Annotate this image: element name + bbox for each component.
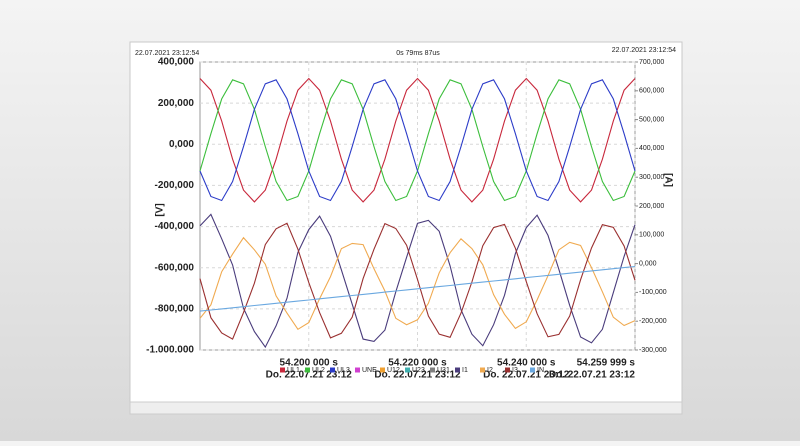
series-line — [199, 265, 636, 312]
y-tick-label: -800,000 — [155, 303, 195, 314]
legend-swatch — [530, 367, 535, 373]
x-tick-sublabel: Do. 22.07.21 23:12 — [266, 370, 353, 381]
series-line — [199, 236, 636, 331]
legend-label: UL1 — [287, 367, 300, 374]
y-tick-label: 0,000 — [169, 139, 194, 150]
y-tick-label: -1.000.000 — [146, 345, 194, 356]
legend-swatch — [380, 367, 385, 373]
y-tick-label: 200,000 — [158, 98, 195, 109]
header-right: 22.07.2021 23:12:54 — [612, 47, 676, 54]
x-tick-sublabel: Do. 22.07.21 23:12 — [374, 370, 461, 381]
legend-label: I2 — [487, 367, 493, 374]
legend-swatch — [305, 367, 310, 373]
legend-label: I1 — [462, 367, 468, 374]
y-tick-label: -400,000 — [155, 221, 195, 232]
series-line — [199, 79, 636, 202]
header-left: 22.07.2021 23:12:54 — [135, 50, 199, 57]
y2-tick-label: -200,000 — [639, 318, 667, 325]
series-line — [199, 222, 636, 340]
x-tick-label: 54.240 000 s — [497, 358, 556, 369]
x-tick-label: 54.259 999 s — [577, 358, 636, 369]
y2-tick-label: 200,000 — [639, 203, 664, 210]
y-tick-label: -600,000 — [155, 262, 195, 273]
legend-label: U23 — [412, 367, 425, 374]
y2-tick-label: 100,000 — [639, 232, 664, 239]
legend-swatch — [280, 367, 285, 373]
legend-label: UNE — [362, 367, 377, 374]
y-tick-label: 400,000 — [158, 57, 195, 68]
legend-swatch — [330, 367, 335, 373]
y2-axis-label: [A] — [662, 173, 673, 187]
legend-label: UL2 — [312, 367, 325, 374]
y2-tick-label: 700,000 — [639, 59, 664, 66]
y2-tick-label: -300,000 — [639, 347, 667, 354]
y-tick-label: -200,000 — [155, 180, 195, 191]
legend-swatch — [405, 367, 410, 373]
legend-label: IN — [537, 367, 544, 374]
y-axis-label: [V] — [155, 203, 166, 216]
legend-swatch — [355, 367, 360, 373]
y2-tick-label: 400,000 — [639, 145, 664, 152]
legend-swatch — [505, 367, 510, 373]
legend-swatch — [455, 367, 460, 373]
y2-tick-label: 300,000 — [639, 174, 664, 181]
x-tick-sublabel: Do. 22.07.21 23:12 — [549, 370, 636, 381]
x-tick-sublabel: Do. 22.07.21 23:12 — [483, 370, 570, 381]
panel — [129, 41, 683, 415]
x-tick-label: 54.200 000 s — [280, 358, 339, 369]
series-line — [199, 213, 636, 349]
x-tick-label: 54.220 000 s — [388, 358, 447, 369]
legend-label: U12 — [387, 367, 400, 374]
y2-tick-label: 500,000 — [639, 116, 664, 123]
y2-tick-label: 600,000 — [639, 88, 664, 95]
y2-tick-label: 0,000 — [639, 260, 657, 267]
legend-label: UL3 — [337, 367, 350, 374]
legend-swatch — [430, 367, 435, 373]
legend-swatch — [480, 367, 485, 373]
scrollbar[interactable] — [129, 401, 683, 415]
legend-label: U31 — [437, 367, 450, 374]
legend-label: I3 — [512, 367, 518, 374]
header-center: 0s 79ms 87us — [396, 50, 440, 57]
y2-tick-label: -100,000 — [639, 289, 667, 296]
